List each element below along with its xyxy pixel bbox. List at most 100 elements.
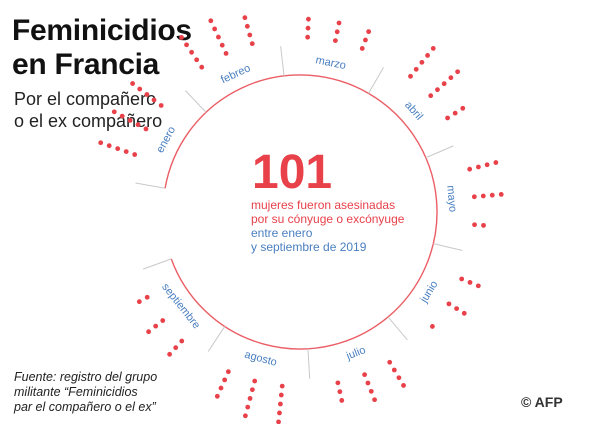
victim-dot (467, 166, 473, 172)
victim-dot (136, 299, 142, 305)
victim-dot (194, 57, 200, 63)
victim-dot (208, 18, 214, 24)
victim-dot (127, 118, 133, 123)
victim-dot (368, 388, 374, 394)
victim-dot (151, 97, 157, 103)
victim-dot (334, 29, 340, 35)
victim-dot (135, 122, 141, 128)
victim-dot (461, 310, 467, 316)
victim-dot (498, 191, 504, 197)
inner-ring (164, 74, 438, 350)
victim-dot (362, 372, 368, 378)
victim-dot (223, 50, 229, 56)
victim-dot (111, 109, 117, 115)
source-note: Fuente: registro del grupo militante “Fe… (14, 370, 157, 415)
victim-dot (276, 419, 281, 424)
victim-dot (372, 397, 377, 403)
month-divider (433, 243, 463, 251)
afp-credit: © AFP (521, 394, 563, 410)
victim-dot (430, 46, 436, 51)
month-divider (307, 348, 311, 379)
subtitle-line-2: o el ex compañero (14, 111, 163, 131)
victim-dot (459, 276, 465, 282)
victim-dot (244, 23, 250, 29)
victim-dot (489, 192, 495, 198)
month-label-julio: julio (344, 344, 368, 363)
page-title: Feminicidios en Francia (12, 14, 192, 82)
month-divider (142, 258, 172, 270)
victim-dot (484, 162, 490, 168)
victim-dot (337, 389, 343, 395)
month-divider (387, 316, 408, 341)
victim-dot (493, 160, 499, 165)
victim-dot (216, 34, 221, 40)
victim-dot (460, 105, 466, 111)
title-line-1: Feminicidios (12, 14, 192, 47)
victim-dot (252, 378, 258, 384)
month-divider (368, 67, 384, 94)
victim-dot (222, 377, 228, 383)
month-label-abril: abril (402, 99, 425, 123)
month-label-marzo: marzo (315, 54, 347, 72)
center-line-3: entre enero (251, 226, 313, 240)
victim-dot (242, 15, 248, 21)
month-label-junio: junio (418, 279, 441, 306)
subtitle: Por el compañero o el ex compañero (14, 88, 162, 132)
victim-dot (225, 369, 231, 375)
center-line-2: por su cónyuge o excónyuge (251, 212, 405, 226)
total-count: 101 (252, 146, 333, 199)
victim-dot (445, 115, 450, 121)
victim-dot (476, 164, 481, 170)
victim-dot (249, 41, 255, 47)
victim-dot (247, 32, 253, 38)
victim-dot (305, 25, 311, 31)
victim-dot (467, 280, 473, 285)
victim-dot (452, 110, 458, 116)
victim-dot (363, 37, 368, 43)
victim-dot (130, 81, 136, 86)
month-divider (185, 90, 207, 113)
source-line-3: par el compañero o el ex” (14, 400, 156, 414)
victim-dot (98, 140, 104, 146)
victim-dot (146, 329, 152, 335)
victim-dot (441, 81, 447, 87)
victim-dot (158, 103, 164, 108)
victim-dot (249, 387, 255, 393)
victim-dot (365, 380, 371, 386)
victim-dot (339, 398, 345, 403)
victim-dot (387, 359, 393, 365)
victim-dot (115, 146, 121, 152)
source-line-1: Fuente: registro del grupo (14, 370, 158, 384)
victim-dot (430, 324, 435, 329)
victim-dot (144, 294, 150, 300)
victim-dot (219, 42, 225, 48)
victim-dot (199, 64, 205, 70)
victim-dot (428, 93, 434, 99)
month-label-febreo: febreo (219, 62, 252, 86)
center-description: mujeres fueron asesinadas por su cónyuge… (251, 198, 404, 254)
victim-dot (184, 42, 189, 48)
victim-dot (332, 38, 338, 44)
victim-dot (455, 69, 461, 75)
victim-dot (425, 52, 430, 58)
victim-dot (480, 193, 486, 199)
victim-dot (119, 113, 125, 119)
victim-dot (446, 301, 452, 307)
victim-dot (435, 87, 440, 93)
victim-dot (277, 401, 283, 407)
victim-dot (153, 323, 159, 329)
month-label-mayo: mayo (444, 185, 458, 213)
victim-dot (481, 222, 486, 228)
victim-dot (247, 396, 253, 401)
victim-dot (144, 92, 150, 97)
title-line-2: en Francia (12, 48, 160, 81)
victim-dot (242, 413, 248, 419)
victim-dot (472, 222, 477, 228)
victim-dot (106, 143, 112, 149)
victim-dot (366, 29, 372, 35)
source-line-2: militante “Feminicidios (14, 385, 138, 399)
victim-dot (179, 35, 184, 40)
victim-dot (335, 380, 341, 386)
victim-dot (448, 75, 454, 81)
